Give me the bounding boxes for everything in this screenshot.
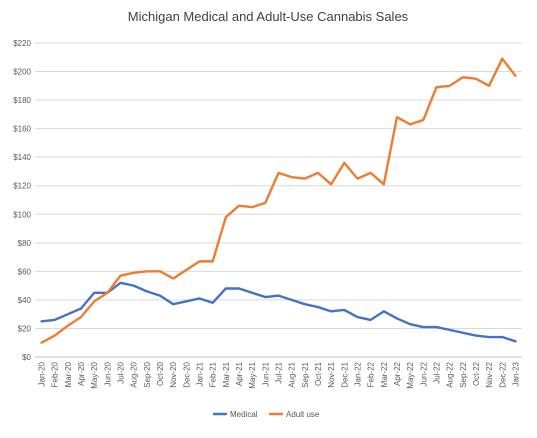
x-tick-label: Oct-20 bbox=[156, 361, 165, 386]
x-tick-label: Mar-20 bbox=[64, 361, 73, 387]
x-tick-label: Feb-22 bbox=[367, 361, 376, 387]
x-tick-label: Jun-21 bbox=[261, 361, 270, 386]
y-tick-label: $20 bbox=[18, 324, 32, 333]
x-tick-label: Aug-21 bbox=[288, 361, 297, 387]
y-tick-label: $180 bbox=[13, 96, 31, 105]
x-tick-label: Jan-20 bbox=[38, 361, 47, 386]
x-tick-label: Dec-20 bbox=[182, 361, 191, 387]
x-tick-label: Sep-21 bbox=[301, 361, 310, 387]
x-tick-label: May-22 bbox=[406, 361, 415, 388]
y-axis-ticks: $0 $20 $40 $60 $80 $100 $120 $140 $160 $180 $200 $2… bbox=[13, 39, 31, 362]
x-tick-label: Aug-20 bbox=[130, 361, 139, 387]
x-tick-label: Feb-21 bbox=[209, 361, 218, 387]
y-tick-label: $160 bbox=[13, 125, 31, 134]
x-tick-label: Feb-20 bbox=[51, 361, 60, 387]
legend-label: Medical bbox=[230, 410, 258, 419]
x-tick-label: Jul-21 bbox=[275, 361, 284, 383]
x-tick-label: Nov-22 bbox=[485, 361, 494, 387]
x-tick-label: Nov-21 bbox=[327, 361, 336, 387]
gridlines bbox=[35, 42, 522, 358]
x-tick-label: Jun-22 bbox=[419, 361, 428, 386]
x-tick-label: Jul-20 bbox=[117, 361, 126, 383]
x-tick-label: Apr-21 bbox=[235, 361, 244, 386]
x-tick-label: Jun-20 bbox=[103, 361, 112, 386]
y-tick-label: $100 bbox=[13, 210, 31, 219]
series-line-medical bbox=[40, 281, 517, 343]
x-tick-label: Jan-22 bbox=[353, 361, 362, 386]
x-tick-label: Apr-22 bbox=[393, 361, 402, 386]
x-tick-label: Aug-22 bbox=[446, 361, 455, 387]
y-tick-label: $0 bbox=[22, 353, 31, 362]
y-tick-label: $80 bbox=[18, 239, 32, 248]
y-tick-label: $120 bbox=[13, 182, 31, 191]
x-tick-label: Apr-20 bbox=[77, 361, 86, 386]
x-tick-label: May-21 bbox=[248, 361, 257, 388]
y-tick-label: $40 bbox=[18, 296, 32, 305]
y-tick-label: $200 bbox=[13, 68, 31, 77]
x-axis-ticks: Jan-20 Feb-20 Mar-20 Apr-20 May-20 Jun-20 Jul-… bbox=[38, 361, 521, 388]
x-tick-label: Jul-22 bbox=[432, 361, 441, 383]
x-tick-label: Sep-20 bbox=[143, 361, 152, 387]
x-tick-label: Mar-22 bbox=[380, 361, 389, 387]
x-tick-label: Mar-21 bbox=[222, 361, 231, 387]
x-tick-label: Nov-20 bbox=[169, 361, 178, 387]
x-tick-label: Sep-22 bbox=[459, 361, 468, 387]
x-tick-label: Oct-21 bbox=[314, 361, 323, 386]
x-tick-label: Jan-21 bbox=[196, 361, 205, 386]
y-tick-label: $140 bbox=[13, 153, 31, 162]
x-tick-label: Dec-21 bbox=[340, 361, 349, 387]
y-tick-label: $220 bbox=[13, 39, 31, 48]
x-tick-label: Oct-22 bbox=[472, 361, 481, 386]
y-tick-label: $60 bbox=[18, 267, 32, 276]
x-tick-label: Jan-23 bbox=[511, 361, 520, 386]
legend-label: Adult use bbox=[286, 410, 320, 419]
x-tick-label: May-20 bbox=[90, 361, 99, 388]
chart-title: Michigan Medical and Adult-Use Cannabis … bbox=[128, 9, 409, 24]
legend: Medical Adult use bbox=[212, 410, 320, 419]
series-line-adult-use bbox=[40, 57, 517, 344]
x-tick-label: Dec-22 bbox=[498, 361, 507, 387]
series-lines bbox=[40, 57, 517, 344]
